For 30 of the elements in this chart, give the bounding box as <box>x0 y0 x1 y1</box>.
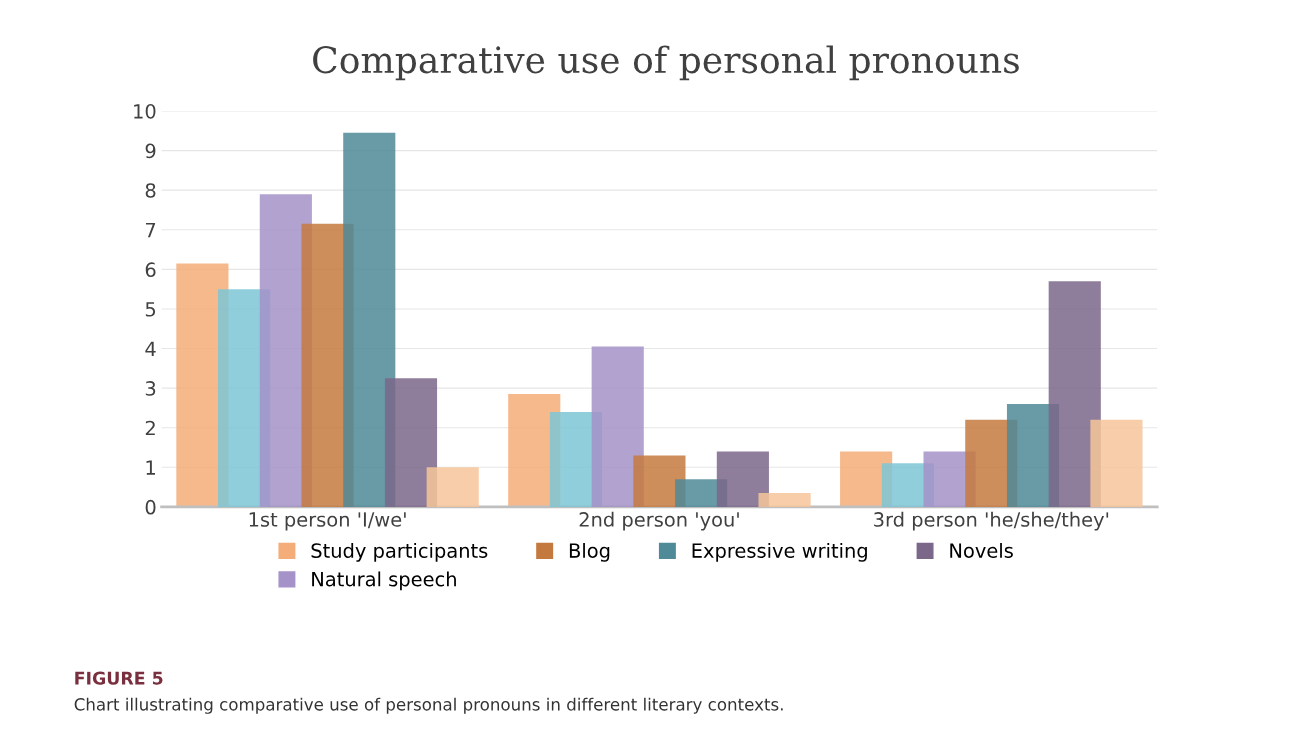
y-tick-label: 5 <box>145 302 156 317</box>
caption: FIGURE 5 <box>75 671 163 685</box>
x-tick-label: 1st person 'I/we' <box>249 512 406 531</box>
y-tick-label: 6 <box>145 262 156 278</box>
legend-label: Expressive writing <box>692 542 867 562</box>
y-tick-label: 3 <box>145 381 156 396</box>
y-tick-label: 10 <box>134 103 156 119</box>
chart-title: Comparative use of personal pronouns <box>313 45 1019 81</box>
y-tick-label: 7 <box>145 222 156 238</box>
bar <box>1048 281 1101 507</box>
y-tick-label: 8 <box>145 183 156 198</box>
legend-label: Natural speech <box>312 571 456 591</box>
bar <box>426 467 479 507</box>
legend-label: Study participants <box>311 542 488 562</box>
bar <box>1090 419 1143 507</box>
x-tick-label: 2nd person 'you' <box>579 511 739 531</box>
y-tick-label: 9 <box>145 143 156 159</box>
legend-label: Blog <box>569 542 610 562</box>
legend-label: Novels <box>950 542 1013 558</box>
y-tick-label: 1 <box>146 460 155 475</box>
y-tick-label: 2 <box>145 420 155 436</box>
bar <box>384 378 438 507</box>
bar <box>591 346 644 507</box>
bar <box>716 451 769 507</box>
y-tick-label: 0 <box>145 499 156 515</box>
x-tick-label: 3rd person 'he/she/they' <box>874 511 1109 531</box>
bar <box>343 132 396 507</box>
bar <box>758 493 811 507</box>
y-tick-label: 4 <box>145 341 156 356</box>
text: Chart illustrating comparative use of personal pronouns in different literary contexts. <box>74 697 783 714</box>
